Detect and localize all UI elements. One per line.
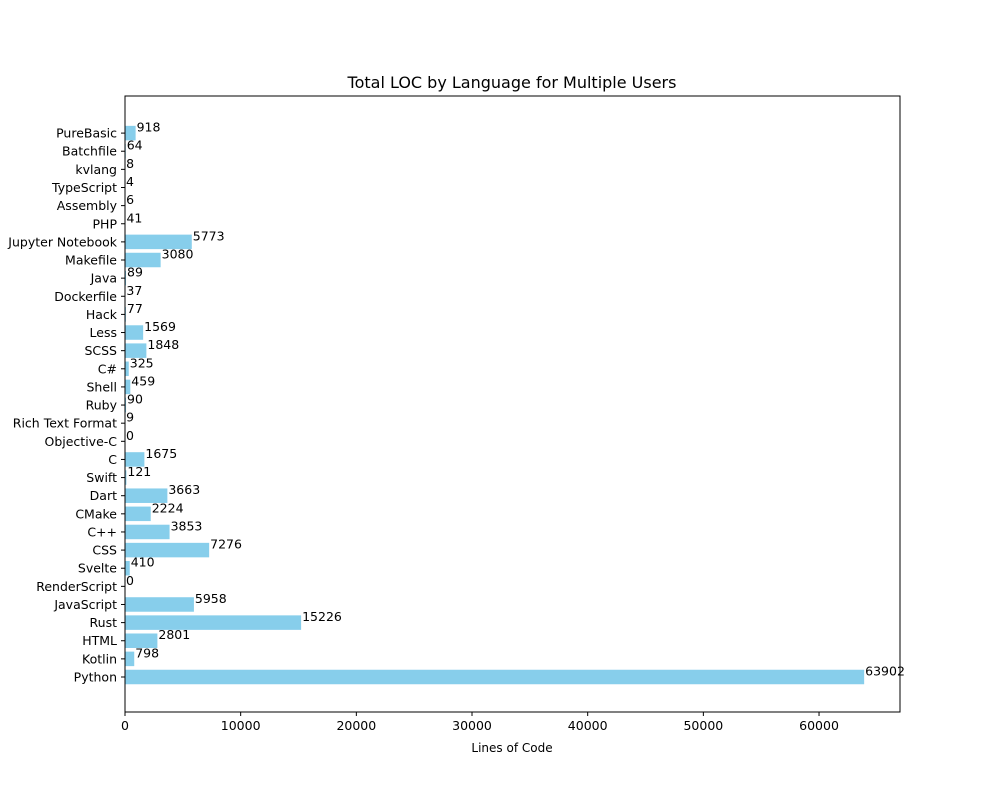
bar-shell <box>125 379 131 395</box>
data-label-php: 41 <box>126 210 142 225</box>
y-tick-label-css: CSS <box>92 543 117 558</box>
bar-kotlin <box>125 651 135 667</box>
bar-scss <box>125 343 147 358</box>
bar-javascript <box>125 597 194 612</box>
y-tick-label-batchfile: Batchfile <box>62 144 117 159</box>
y-tick-label-purebasic: PureBasic <box>56 126 117 141</box>
x-tick-label-10000: 10000 <box>221 718 261 733</box>
y-tick-label-typescript: TypeScript <box>51 180 117 195</box>
x-tick-label-50000: 50000 <box>683 718 723 733</box>
y-tick-label-assembly: Assembly <box>57 198 118 213</box>
data-label-rust: 15226 <box>302 609 342 624</box>
data-labels: 6390279828011522659580410727638532224366… <box>126 120 905 679</box>
bar-jupyter-notebook <box>125 234 192 250</box>
data-label-batchfile: 64 <box>127 138 143 153</box>
y-tick-label-scss: SCSS <box>84 343 117 358</box>
data-label-rich-text-format: 9 <box>126 410 134 425</box>
y-tick-label-python: Python <box>74 670 117 685</box>
y-tick-label-rust: Rust <box>90 615 118 630</box>
y-tick-label-ruby: Ruby <box>86 398 118 413</box>
bar-dart <box>125 488 168 503</box>
data-label-typescript: 4 <box>126 174 134 189</box>
x-tick-label-30000: 30000 <box>452 718 492 733</box>
y-axis-ticks: Python Kotlin HTML Rust JavaScript RenderScri… <box>7 126 125 685</box>
data-label-css: 7276 <box>210 537 242 552</box>
data-label-dart: 3663 <box>168 482 200 497</box>
y-tick-label-php: PHP <box>93 216 118 231</box>
chart-title: Total LOC by Language for Multiple Users <box>347 73 677 92</box>
bar-c <box>125 524 170 540</box>
x-tick-label-40000: 40000 <box>568 718 608 733</box>
y-tick-label-hack: Hack <box>86 307 118 322</box>
y-tick-label-less: Less <box>90 325 117 340</box>
data-label-cmake: 2224 <box>152 500 184 515</box>
y-tick-label-shell: Shell <box>87 379 118 394</box>
y-tick-label-svelte: Svelte <box>78 561 117 576</box>
bar-ruby <box>125 397 127 413</box>
data-label-java: 89 <box>127 265 143 280</box>
bar-python <box>125 669 865 685</box>
x-tick-label-20000: 20000 <box>336 718 376 733</box>
y-tick-label-c: C# <box>98 361 117 376</box>
y-tick-label-java: Java <box>90 271 117 286</box>
bar-makefile <box>125 252 161 268</box>
data-label-hack: 77 <box>127 301 143 316</box>
data-label-svelte: 410 <box>131 555 155 570</box>
data-label-less: 1569 <box>144 319 176 334</box>
x-axis-ticks: 0 10000 20000 30000 40000 50000 60000 <box>121 712 839 733</box>
data-label-makefile: 3080 <box>162 247 194 262</box>
bar-svelte <box>125 560 130 576</box>
data-label-dockerfile: 37 <box>126 283 142 298</box>
data-label-jupyter-notebook: 5773 <box>193 228 225 243</box>
bar-purebasic <box>125 125 136 141</box>
y-tick-label-dockerfile: Dockerfile <box>54 289 117 304</box>
bar-cmake <box>125 506 151 522</box>
y-tick-label-dart: Dart <box>90 488 117 503</box>
y-tick-label-javascript: JavaScript <box>53 597 117 612</box>
y-tick-label-kvlang: kvlang <box>75 162 117 177</box>
data-label-javascript: 5958 <box>195 591 227 606</box>
y-tick-label-swift: Swift <box>86 470 117 485</box>
y-tick-label-kotlin: Kotlin <box>82 651 117 666</box>
y-tick-label-c: C <box>108 452 117 467</box>
y-tick-label-renderscript: RenderScript <box>36 579 117 594</box>
x-axis-label: Lines of Code <box>471 741 552 755</box>
bar-c <box>125 452 145 467</box>
data-label-renderscript: 0 <box>126 573 134 588</box>
y-tick-label-objective-c: Objective-C <box>44 434 117 449</box>
y-tick-label-makefile: Makefile <box>65 253 117 268</box>
bar-java <box>125 270 127 286</box>
data-label-c: 3853 <box>171 518 203 533</box>
data-label-c: 1675 <box>145 446 177 461</box>
bar-swift <box>125 470 127 485</box>
data-label-shell: 459 <box>131 373 155 388</box>
bar-html <box>125 633 158 648</box>
data-label-ruby: 90 <box>127 392 143 407</box>
y-tick-label-jupyter-notebook: Jupyter Notebook <box>7 234 117 249</box>
y-tick-label-c: C++ <box>87 524 117 539</box>
data-label-kvlang: 8 <box>126 156 134 171</box>
bar-less <box>125 325 144 340</box>
bar-css <box>125 542 210 558</box>
y-tick-label-html: HTML <box>82 633 117 648</box>
x-tick-label-60000: 60000 <box>799 718 839 733</box>
data-label-purebasic: 918 <box>137 120 161 135</box>
data-label-kotlin: 798 <box>135 645 159 660</box>
data-label-html: 2801 <box>158 627 190 642</box>
data-label-assembly: 6 <box>126 192 134 207</box>
data-label-swift: 121 <box>127 464 151 479</box>
plot-frame <box>124 95 901 713</box>
data-label-c: 325 <box>130 355 154 370</box>
data-label-scss: 1848 <box>147 337 179 352</box>
data-label-objective-c: 0 <box>126 428 134 443</box>
bar-c <box>125 361 129 377</box>
data-label-python: 63902 <box>865 664 905 679</box>
bar-rust <box>125 615 302 630</box>
y-tick-label-rich-text-format: Rich Text Format <box>13 416 117 431</box>
y-tick-label-cmake: CMake <box>75 506 117 521</box>
bars-layer <box>125 125 865 685</box>
x-tick-label-0: 0 <box>121 718 129 733</box>
